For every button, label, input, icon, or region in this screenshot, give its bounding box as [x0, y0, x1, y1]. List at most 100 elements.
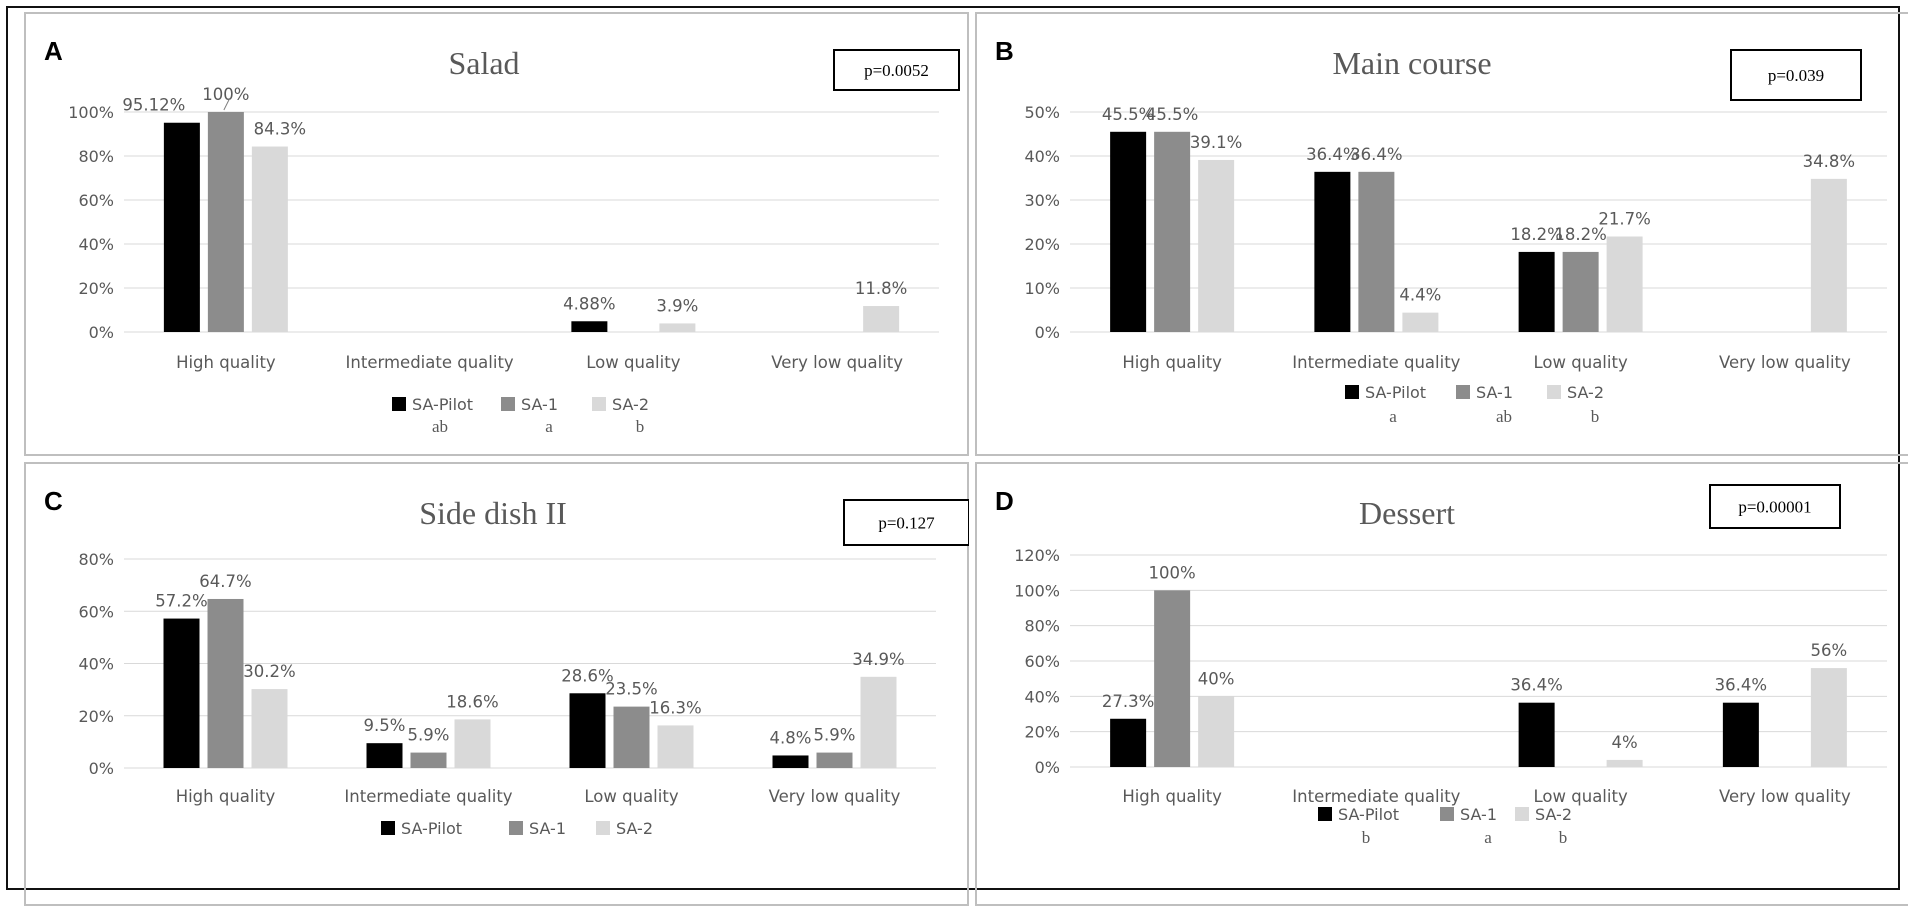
- data-label: 16.3%: [649, 698, 701, 717]
- p-value-label: p=0.0052: [864, 61, 929, 80]
- data-label: 18.2%: [1510, 225, 1562, 244]
- legend-label: SA-2: [616, 819, 653, 838]
- category-label: Low quality: [584, 787, 678, 806]
- chart-title: Side dish II: [419, 495, 567, 531]
- legend-swatch: [1318, 807, 1332, 821]
- y-tick-label: 10%: [1024, 279, 1060, 298]
- legend-label: SA-2: [612, 395, 649, 414]
- category-label: Very low quality: [769, 787, 901, 806]
- data-label: 36.4%: [1510, 676, 1562, 695]
- p-value-label: p=0.00001: [1738, 498, 1811, 517]
- bar: [207, 598, 244, 768]
- legend-label: SA-2: [1567, 383, 1604, 402]
- bar: [860, 676, 897, 768]
- legend-label: SA-Pilot: [412, 395, 473, 414]
- bar: [1518, 702, 1555, 767]
- data-label: 18.6%: [446, 692, 498, 711]
- data-label: 100%: [1149, 563, 1196, 582]
- y-tick-label: 0%: [1035, 758, 1060, 777]
- p-value-box: [833, 49, 960, 91]
- data-label: 3.9%: [656, 296, 698, 315]
- bar: [1562, 251, 1599, 332]
- chart-c-svg: C Side dish II p=0.127 0% 20% 40% 60% 80% High q…: [24, 462, 969, 906]
- y-tick-label: 60%: [78, 602, 114, 621]
- bar: [1402, 312, 1439, 332]
- category-label: Intermediate quality: [1292, 353, 1460, 372]
- data-label: 5.9%: [408, 726, 450, 745]
- bar: [657, 725, 694, 768]
- data-label: 4.4%: [1399, 286, 1441, 305]
- chart-d-svg: D Dessert p=0.00001 0% 20% 40% 60% 80% 100% 120% H…: [975, 462, 1908, 906]
- bar: [163, 122, 200, 333]
- category-label: High quality: [176, 353, 276, 372]
- legend-swatch: [1515, 807, 1529, 821]
- legend-label: SA-Pilot: [401, 819, 462, 838]
- bar: [613, 706, 650, 768]
- category-label: Very low quality: [771, 353, 903, 372]
- leader-line: [223, 97, 231, 111]
- data-label: 28.6%: [561, 666, 613, 685]
- data-label: 64.7%: [199, 572, 251, 591]
- legend-swatch: [501, 397, 515, 411]
- data-label: 36.4%: [1306, 145, 1358, 164]
- y-tick-label: 20%: [78, 279, 114, 298]
- p-value-box: [1709, 484, 1841, 529]
- panel-border: [24, 12, 969, 456]
- bar: [251, 689, 288, 768]
- data-label: 27.3%: [1102, 692, 1154, 711]
- category-label: Very low quality: [1719, 353, 1851, 372]
- data-label: 56%: [1811, 641, 1848, 660]
- data-label: 21.7%: [1598, 210, 1650, 229]
- category-label: Intermediate quality: [344, 787, 512, 806]
- group-letter: b: [1362, 828, 1371, 847]
- data-label: 45.5%: [1146, 105, 1198, 124]
- group-letter: ab: [432, 417, 448, 436]
- legend-label: SA-Pilot: [1338, 805, 1399, 824]
- group-letter: b: [1591, 407, 1600, 426]
- legend-swatch: [1456, 385, 1470, 399]
- group-letter: a: [1484, 828, 1492, 847]
- chart-title: Salad: [448, 45, 519, 81]
- y-tick-label: 20%: [1024, 235, 1060, 254]
- y-tick-label: 60%: [1024, 652, 1060, 671]
- group-letter: b: [636, 417, 645, 436]
- p-value-label: p=0.127: [878, 514, 935, 533]
- group-letter: b: [1559, 828, 1568, 847]
- data-label: 34.8%: [1803, 152, 1855, 171]
- category-label: Low quality: [1534, 787, 1628, 806]
- data-label: 4%: [1612, 733, 1638, 752]
- bar: [454, 719, 491, 768]
- panel-letter: A: [44, 36, 63, 66]
- bar: [366, 743, 403, 768]
- bar: [1110, 131, 1147, 332]
- group-letter: a: [1389, 407, 1397, 426]
- p-value-box: [843, 499, 969, 546]
- panel-letter: C: [44, 486, 63, 516]
- legend-swatch: [1345, 385, 1359, 399]
- legend-swatch: [1440, 807, 1454, 821]
- y-tick-label: 100%: [68, 103, 114, 122]
- category-label: Very low quality: [1719, 787, 1851, 806]
- data-label: 34.9%: [852, 650, 904, 669]
- panel-letter: D: [995, 486, 1014, 516]
- data-label: 9.5%: [364, 716, 406, 735]
- bar: [772, 755, 809, 768]
- data-label: 57.2%: [155, 592, 207, 611]
- legend-label: SA-1: [521, 395, 558, 414]
- category-label: High quality: [1122, 353, 1222, 372]
- y-tick-label: 60%: [78, 191, 114, 210]
- data-label: 95.12%: [122, 96, 185, 115]
- bar: [863, 306, 900, 332]
- y-tick-label: 20%: [1024, 723, 1060, 742]
- bar: [571, 321, 608, 332]
- bar: [1314, 171, 1351, 332]
- bar: [816, 752, 853, 768]
- y-tick-label: 40%: [78, 655, 114, 674]
- data-label: 5.9%: [814, 726, 856, 745]
- panel-a: A Salad p=0.0052 0% 20% 40% 60% 80% 100% High qua…: [24, 12, 969, 456]
- y-tick-label: 50%: [1024, 103, 1060, 122]
- bar: [569, 693, 606, 768]
- chart-b-svg: B Main course p=0.039 0% 10% 20% 30% 40% 50% High…: [975, 12, 1908, 456]
- y-tick-label: 80%: [1024, 617, 1060, 636]
- bar: [1154, 131, 1191, 332]
